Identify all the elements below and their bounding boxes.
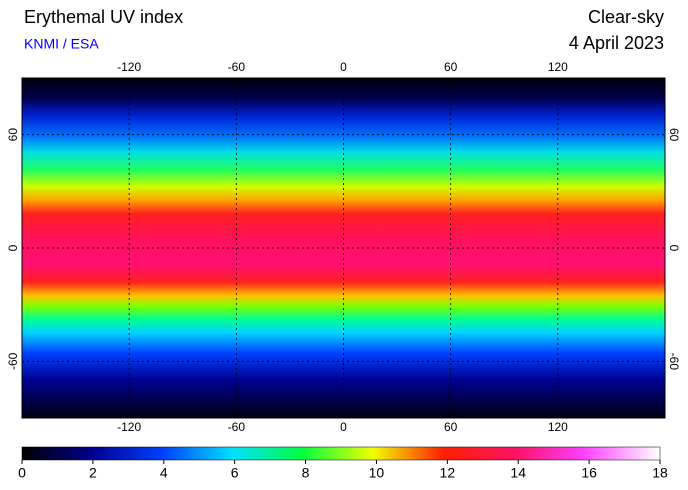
colorbar: [21, 446, 661, 461]
ticks: -120 -120 -60 -60 0 0 60 60 120 120 60 60 0 0 -60 -60 0 2…: [6, 60, 681, 481]
date: 4 April 2023: [569, 33, 664, 53]
lon-label: -60: [228, 420, 246, 434]
colorbar-label: 10: [369, 465, 385, 481]
lon-label: 120: [548, 420, 568, 434]
lat-label: 0: [667, 245, 681, 252]
lon-label: 120: [548, 60, 568, 74]
source: KNMI / ESA: [24, 36, 99, 52]
lon-label: 60: [444, 60, 458, 74]
colorbar-label: 16: [581, 465, 597, 481]
lon-label: -60: [228, 60, 246, 74]
colorbar-label: 18: [652, 465, 668, 481]
lon-label: 60: [444, 420, 458, 434]
lon-label: -120: [117, 420, 141, 434]
lat-label: 60: [6, 128, 20, 142]
condition: Clear-sky: [588, 7, 664, 27]
colorbar-label: 4: [160, 465, 168, 481]
lat-label: -60: [6, 352, 20, 370]
colorbar-label: 12: [440, 465, 456, 481]
colorbar-label: 2: [89, 465, 97, 481]
title: Erythemal UV index: [24, 7, 183, 27]
lon-label: -120: [117, 60, 141, 74]
lon-label: 0: [340, 60, 347, 74]
lon-label: 0: [340, 420, 347, 434]
colorbar-label: 0: [18, 465, 26, 481]
colorbar-label: 6: [231, 465, 239, 481]
lat-label: -60: [667, 353, 681, 371]
lat-label: 0: [6, 244, 20, 251]
colorbar-label: 8: [302, 465, 310, 481]
lat-label: 60: [667, 128, 681, 142]
colorbar-label: 14: [510, 465, 526, 481]
